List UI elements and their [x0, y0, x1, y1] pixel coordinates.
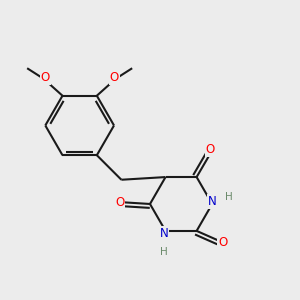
Text: O: O	[115, 196, 124, 209]
Text: H: H	[225, 192, 232, 202]
Text: O: O	[218, 236, 227, 249]
Text: N: N	[208, 195, 217, 208]
Text: H: H	[160, 247, 168, 256]
Text: O: O	[110, 70, 119, 84]
Text: N: N	[160, 227, 168, 240]
Text: O: O	[206, 143, 215, 156]
Text: O: O	[40, 70, 50, 84]
